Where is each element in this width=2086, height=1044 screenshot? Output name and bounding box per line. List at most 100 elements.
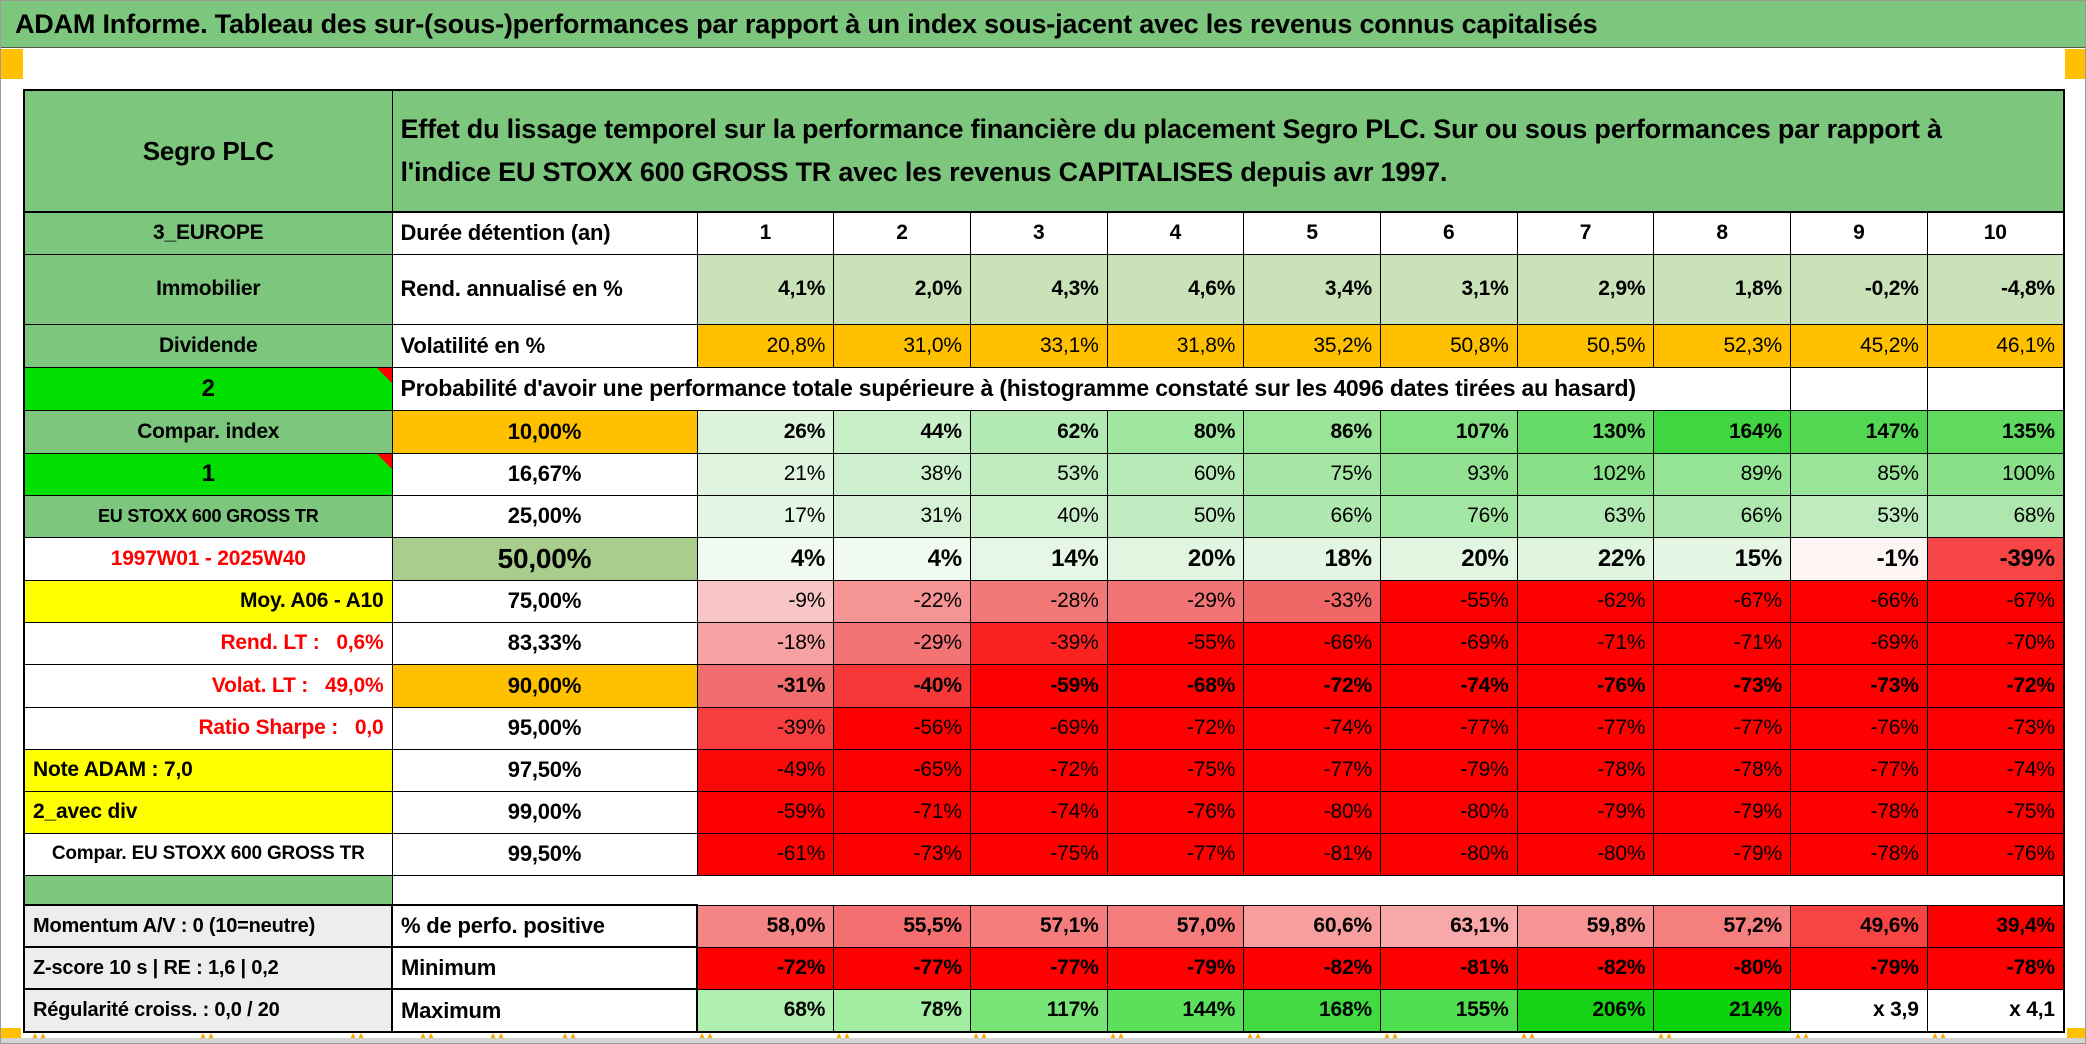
value-cell[interactable]: -81% xyxy=(1379,946,1518,990)
value-cell[interactable]: 75% xyxy=(1243,452,1381,496)
value-cell[interactable]: -73% xyxy=(1653,663,1791,708)
value-cell[interactable]: -71% xyxy=(1653,621,1791,665)
value-cell[interactable]: -39% xyxy=(969,621,1108,665)
value-cell[interactable]: x 3,9 xyxy=(1790,988,1928,1033)
value-cell[interactable]: -39% xyxy=(1926,536,2065,581)
value-cell[interactable]: 33,1% xyxy=(969,323,1108,368)
value-cell[interactable]: -72% xyxy=(1243,663,1381,708)
value-cell[interactable]: -70% xyxy=(1926,621,2065,665)
value-cell[interactable]: -79% xyxy=(1516,790,1655,834)
value-cell[interactable]: 93% xyxy=(1379,452,1518,496)
value-cell[interactable]: 57,2% xyxy=(1653,904,1791,948)
metric-cell[interactable]: 95,00% xyxy=(391,706,698,750)
row-label-cell[interactable]: Z-score 10 s | RE : 1,6 | 0,2 xyxy=(23,946,393,990)
value-cell[interactable]: -59% xyxy=(696,790,835,834)
value-cell[interactable]: 58,0% xyxy=(696,904,835,948)
value-cell[interactable]: -78% xyxy=(1926,946,2065,990)
row-label-cell[interactable]: Régularité croiss. : 0,0 / 20 xyxy=(23,988,393,1033)
value-cell[interactable]: 4 xyxy=(1106,211,1245,255)
value-cell[interactable]: x 4,1 xyxy=(1926,988,2065,1033)
row-label-cell[interactable]: 1997W01 - 2025W40 xyxy=(23,536,393,581)
value-cell[interactable]: 44% xyxy=(833,409,971,454)
value-cell[interactable]: -29% xyxy=(833,621,971,665)
value-cell[interactable]: 68% xyxy=(696,988,835,1033)
value-cell[interactable]: 62% xyxy=(969,409,1108,454)
value-cell[interactable]: -77% xyxy=(1106,832,1245,876)
value-cell[interactable]: 4,1% xyxy=(696,253,835,325)
empty-cell[interactable] xyxy=(1790,366,1928,411)
value-cell[interactable]: 78% xyxy=(833,988,971,1033)
value-cell[interactable]: 164% xyxy=(1653,409,1791,454)
value-cell[interactable]: 147% xyxy=(1790,409,1928,454)
description-cell[interactable]: Effet du lissage temporel sur la perform… xyxy=(391,89,2065,213)
row-label-cell[interactable]: 1 xyxy=(23,452,393,496)
value-cell[interactable]: 102% xyxy=(1516,452,1655,496)
value-cell[interactable]: -4,8% xyxy=(1926,253,2065,325)
separator-cell[interactable] xyxy=(392,874,2064,906)
value-cell[interactable]: 63% xyxy=(1516,494,1655,538)
value-cell[interactable]: 135% xyxy=(1926,409,2065,454)
metric-cell[interactable]: 90,00% xyxy=(391,663,698,708)
value-cell[interactable]: 21% xyxy=(696,452,835,496)
value-cell[interactable]: -82% xyxy=(1243,946,1381,990)
value-cell[interactable]: 117% xyxy=(969,988,1108,1033)
value-cell[interactable]: 66% xyxy=(1243,494,1381,538)
value-cell[interactable]: 35,2% xyxy=(1243,323,1381,368)
metric-cell[interactable]: Maximum xyxy=(391,988,698,1033)
metric-cell[interactable]: 99,50% xyxy=(391,832,698,876)
metric-cell[interactable]: Durée détention (an) xyxy=(391,211,698,255)
value-cell[interactable]: -78% xyxy=(1790,790,1928,834)
metric-cell[interactable]: 10,00% xyxy=(391,409,698,454)
value-cell[interactable]: 31,8% xyxy=(1106,323,1245,368)
value-cell[interactable]: -81% xyxy=(1243,832,1381,876)
value-cell[interactable]: -79% xyxy=(1106,946,1245,990)
value-cell[interactable]: -72% xyxy=(1926,663,2065,708)
value-cell[interactable]: 89% xyxy=(1653,452,1791,496)
value-cell[interactable]: 2,9% xyxy=(1516,253,1655,325)
value-cell[interactable]: 7 xyxy=(1516,211,1655,255)
value-cell[interactable]: 144% xyxy=(1106,988,1245,1033)
instrument-cell[interactable]: Segro PLC xyxy=(23,89,393,213)
value-cell[interactable]: -29% xyxy=(1106,579,1245,623)
empty-cell[interactable] xyxy=(1926,366,2065,411)
value-cell[interactable]: 20% xyxy=(1106,536,1245,581)
value-cell[interactable]: -77% xyxy=(1516,706,1655,750)
value-cell[interactable]: 22% xyxy=(1516,536,1655,581)
value-cell[interactable]: 168% xyxy=(1243,988,1381,1033)
value-cell[interactable]: 100% xyxy=(1926,452,2065,496)
value-cell[interactable]: 50,8% xyxy=(1379,323,1518,368)
value-cell[interactable]: -78% xyxy=(1653,748,1791,792)
value-cell[interactable]: 20,8% xyxy=(696,323,835,368)
value-cell[interactable]: -79% xyxy=(1379,748,1518,792)
value-cell[interactable]: 60,6% xyxy=(1243,904,1381,948)
value-cell[interactable]: 1,8% xyxy=(1653,253,1791,325)
row-label-cell[interactable]: Volat. LT : 49,0% xyxy=(23,663,393,708)
row-label-cell[interactable]: Note ADAM : 7,0 xyxy=(23,748,393,792)
value-cell[interactable]: 10 xyxy=(1926,211,2065,255)
value-cell[interactable]: -74% xyxy=(969,790,1108,834)
value-cell[interactable]: 50% xyxy=(1106,494,1245,538)
value-cell[interactable]: -77% xyxy=(1653,706,1791,750)
metric-cell[interactable]: Rend. annualisé en % xyxy=(391,253,698,325)
value-cell[interactable]: 31% xyxy=(833,494,971,538)
value-cell[interactable]: 9 xyxy=(1790,211,1928,255)
row-label-cell[interactable]: 2_avec div xyxy=(23,790,393,834)
value-cell[interactable]: 206% xyxy=(1516,988,1655,1033)
value-cell[interactable]: 18% xyxy=(1243,536,1381,581)
value-cell[interactable]: -73% xyxy=(1790,663,1928,708)
metric-cell[interactable]: 16,67% xyxy=(391,452,698,496)
value-cell[interactable]: 52,3% xyxy=(1653,323,1791,368)
value-cell[interactable]: -76% xyxy=(1790,706,1928,750)
value-cell[interactable]: 40% xyxy=(969,494,1108,538)
value-cell[interactable]: 3 xyxy=(969,211,1108,255)
value-cell[interactable]: -9% xyxy=(696,579,835,623)
value-cell[interactable]: 53% xyxy=(1790,494,1928,538)
value-cell[interactable]: -67% xyxy=(1926,579,2065,623)
value-cell[interactable]: 2,0% xyxy=(833,253,971,325)
value-cell[interactable]: -22% xyxy=(833,579,971,623)
row-label-cell[interactable]: Ratio Sharpe : 0,0 xyxy=(23,706,393,750)
probability-caption-cell[interactable]: Probabilité d'avoir une performance tota… xyxy=(391,366,1791,411)
value-cell[interactable]: -40% xyxy=(833,663,971,708)
metric-cell[interactable]: % de perfo. positive xyxy=(391,904,698,948)
value-cell[interactable]: 130% xyxy=(1516,409,1655,454)
